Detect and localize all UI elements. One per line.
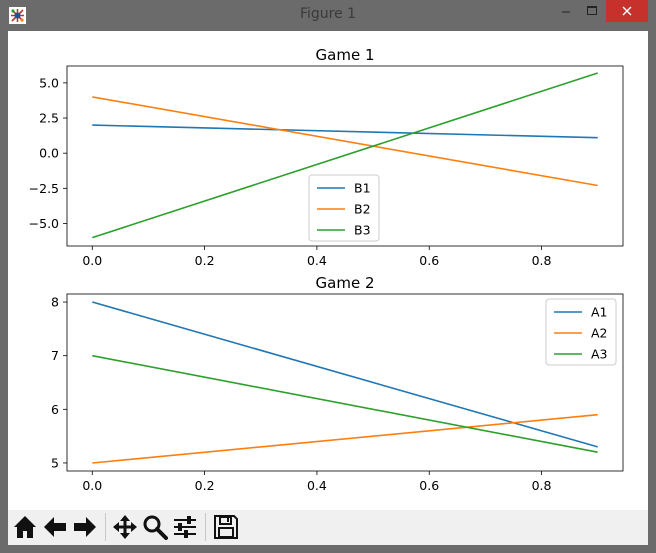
y-tick-label: 5.0 (39, 75, 59, 90)
title-bar[interactable]: Figure 1 (0, 0, 656, 31)
x-tick-label: 0.4 (307, 478, 327, 493)
x-tick-label: 0.0 (82, 478, 102, 493)
y-tick-label: −5.0 (29, 216, 59, 231)
legend-box (308, 174, 380, 242)
figure-client-area: Game 1 0.0 0.2 0.4 0.6 0.8 5.0 2.5 0.0 −2.5 −5.0 B1… (8, 31, 648, 545)
x-tick-label: 0.6 (419, 253, 439, 268)
x-tick-label: 0.2 (195, 253, 215, 268)
legend-label: A2 (591, 326, 608, 341)
legend-label: A1 (591, 305, 608, 320)
subplot-1: Game 1 0.0 0.2 0.4 0.6 0.8 5.0 2.5 0.0 −2.5 −5.0 B1… (29, 46, 624, 268)
minimize-icon (562, 11, 570, 13)
x-tick-label: 0.0 (82, 253, 102, 268)
matplotlib-figure-icon (9, 7, 26, 24)
figure-canvas[interactable]: Game 1 0.0 0.2 0.4 0.6 0.8 5.0 2.5 0.0 −2.5 −5.0 B1… (8, 31, 648, 510)
pan-button[interactable] (111, 513, 139, 541)
chart-title: Game 1 (316, 46, 375, 64)
series-line-a2 (92, 413, 598, 464)
zoom-button[interactable] (141, 513, 169, 541)
arrow-right-icon (74, 517, 96, 537)
x-tick-label: 0.8 (532, 478, 552, 493)
x-tick-label: 0.2 (195, 478, 215, 493)
toolbar-separator (105, 513, 106, 541)
legend: A1 A2 A3 (545, 298, 617, 366)
forward-button[interactable] (71, 513, 99, 541)
series-line-b3 (92, 72, 598, 239)
home-icon (14, 516, 36, 538)
chart-title: Game 2 (316, 274, 375, 292)
save-button[interactable] (212, 513, 240, 541)
y-tick-label: 0.0 (39, 146, 59, 161)
magnifier-icon (143, 515, 168, 540)
legend-label: B3 (354, 223, 371, 238)
series-line-b2 (92, 96, 598, 187)
x-tick-label: 0.8 (532, 253, 552, 268)
back-button[interactable] (41, 513, 69, 541)
x-tick-label: 0.4 (307, 253, 327, 268)
close-button[interactable] (606, 0, 648, 22)
y-tick-label: 2.5 (39, 111, 59, 126)
toolbar-separator (205, 513, 206, 541)
home-button[interactable] (11, 513, 39, 541)
subplot-2: Game 2 0.0 0.2 0.4 0.6 0.8 8 7 6 5 A1 A2 A3 (51, 274, 624, 493)
subplots-button[interactable] (171, 513, 199, 541)
axes-frame (66, 293, 624, 472)
y-tick-label: −2.5 (29, 181, 59, 196)
arrow-left-icon (44, 517, 66, 537)
legend-label: A3 (591, 347, 608, 362)
series-line-a3 (92, 354, 598, 453)
legend-box (545, 298, 617, 366)
y-tick-label: 7 (51, 348, 59, 363)
maximize-icon (587, 6, 597, 15)
window-title: Figure 1 (299, 6, 357, 22)
move-icon (113, 515, 137, 539)
floppy-disk-icon (214, 515, 238, 539)
y-tick-label: 8 (51, 295, 59, 310)
legend: B1 B2 B3 (308, 174, 380, 242)
maximize-button[interactable] (579, 0, 605, 22)
minimize-button[interactable] (553, 0, 579, 22)
legend-label: B2 (354, 202, 371, 217)
sliders-icon (174, 516, 196, 538)
x-tick-label: 0.6 (419, 478, 439, 493)
y-tick-label: 5 (51, 455, 59, 470)
legend-label: B1 (354, 181, 371, 196)
navigation-toolbar (8, 510, 648, 545)
series-line-b1 (92, 124, 598, 139)
close-icon (622, 6, 632, 16)
y-tick-label: 6 (51, 402, 59, 417)
